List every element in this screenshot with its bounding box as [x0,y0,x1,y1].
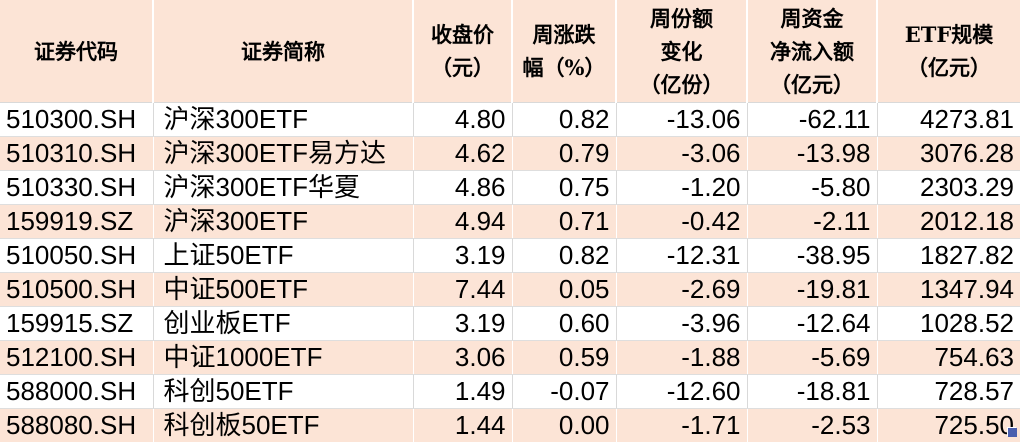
cell-share-change[interactable]: -3.96 [615,306,747,341]
cell-weekly-change[interactable]: 0.82 [511,102,616,137]
cell-name[interactable]: 中证1000ETF [152,340,413,375]
cell-share-change[interactable]: -13.06 [615,102,747,137]
cell-net-inflow[interactable]: -2.11 [746,204,877,239]
cell-name[interactable]: 创业板ETF [152,306,413,341]
cell-code[interactable]: 510330.SH [0,170,153,205]
cell-share-change[interactable]: -1.88 [615,340,747,375]
cell-close-price[interactable]: 7.44 [412,272,512,307]
cell-share-change[interactable]: -1.71 [615,408,747,442]
cell-etf-scale[interactable]: 1827.82 [876,238,1020,273]
cell-weekly-change[interactable]: 0.79 [511,136,616,171]
cell-name[interactable]: 上证50ETF [152,238,413,273]
table-header-row: 证券代码 证券简称 收盘价 （元） 周涨跌 幅（%） 周份额 变化 （亿份） 周… [0,0,1020,103]
cell-net-inflow[interactable]: -18.81 [746,374,877,409]
cell-close-price[interactable]: 4.94 [412,204,512,239]
cell-share-change[interactable]: -3.06 [615,136,747,171]
cell-name[interactable]: 沪深300ETF易方达 [152,136,413,171]
cell-weekly-change[interactable]: 0.59 [511,340,616,375]
cell-etf-scale[interactable]: 3076.28 [876,136,1020,171]
table-row: 159915.SZ 创业板ETF 3.19 0.60 -3.96 -12.64 … [0,306,1020,341]
cell-etf-scale[interactable]: 725.50 [876,408,1020,442]
cell-name[interactable]: 沪深300ETF [152,102,413,137]
cell-code[interactable]: 510300.SH [0,102,153,137]
column-header-code[interactable]: 证券代码 [0,0,153,103]
cell-name[interactable]: 科创板50ETF [152,408,413,442]
cell-weekly-change[interactable]: -0.07 [511,374,616,409]
cell-net-inflow[interactable]: -38.95 [746,238,877,273]
cell-net-inflow[interactable]: -5.80 [746,170,877,205]
selection-fill-handle-icon[interactable] [1008,428,1017,437]
cell-code[interactable]: 510500.SH [0,272,153,307]
cell-close-price[interactable]: 3.19 [412,238,512,273]
table-row: 510500.SH 中证500ETF 7.44 0.05 -2.69 -19.8… [0,272,1020,307]
cell-name[interactable]: 沪深300ETF [152,204,413,239]
cell-share-change[interactable]: -0.42 [615,204,747,239]
cell-code[interactable]: 512100.SH [0,340,153,375]
column-header-name[interactable]: 证券简称 [152,0,413,103]
table-row: 510300.SH 沪深300ETF 4.80 0.82 -13.06 -62.… [0,102,1020,137]
cell-weekly-change[interactable]: 0.60 [511,306,616,341]
table-row: 510310.SH 沪深300ETF易方达 4.62 0.79 -3.06 -1… [0,136,1020,171]
cell-close-price[interactable]: 4.86 [412,170,512,205]
cell-close-price[interactable]: 3.06 [412,340,512,375]
cell-etf-scale[interactable]: 1347.94 [876,272,1020,307]
cell-weekly-change[interactable]: 0.82 [511,238,616,273]
cell-share-change[interactable]: -1.20 [615,170,747,205]
table-row: 588080.SH 科创板50ETF 1.44 0.00 -1.71 -2.53… [0,408,1020,442]
cell-weekly-change[interactable]: 0.00 [511,408,616,442]
cell-etf-scale[interactable]: 2303.29 [876,170,1020,205]
cell-etf-scale[interactable]: 4273.81 [876,102,1020,137]
cell-etf-scale[interactable]: 1028.52 [876,306,1020,341]
column-header-net-inflow[interactable]: 周资金 净流入额 （亿元） [746,0,877,103]
column-header-share-change[interactable]: 周份额 变化 （亿份） [615,0,747,103]
cell-code[interactable]: 510310.SH [0,136,153,171]
table-row: 510050.SH 上证50ETF 3.19 0.82 -12.31 -38.9… [0,238,1020,273]
column-header-etf-scale[interactable]: ETF规模 （亿元） [876,0,1020,103]
cell-weekly-change[interactable]: 0.75 [511,170,616,205]
cell-code[interactable]: 588080.SH [0,408,153,442]
cell-etf-scale[interactable]: 754.63 [876,340,1020,375]
cell-share-change[interactable]: -12.31 [615,238,747,273]
table-row: 159919.SZ 沪深300ETF 4.94 0.71 -0.42 -2.11… [0,204,1020,239]
cell-name[interactable]: 科创50ETF [152,374,413,409]
table-row: 588000.SH 科创50ETF 1.49 -0.07 -12.60 -18.… [0,374,1020,409]
cell-code[interactable]: 588000.SH [0,374,153,409]
cell-close-price[interactable]: 1.44 [412,408,512,442]
column-header-weekly-change[interactable]: 周涨跌 幅（%） [511,0,616,103]
table-row: 512100.SH 中证1000ETF 3.06 0.59 -1.88 -5.6… [0,340,1020,375]
cell-net-inflow[interactable]: -2.53 [746,408,877,442]
cell-name[interactable]: 中证500ETF [152,272,413,307]
cell-net-inflow[interactable]: -62.11 [746,102,877,137]
cell-net-inflow[interactable]: -19.81 [746,272,877,307]
cell-share-change[interactable]: -2.69 [615,272,747,307]
cell-close-price[interactable]: 4.80 [412,102,512,137]
cell-weekly-change[interactable]: 0.05 [511,272,616,307]
column-header-close-price[interactable]: 收盘价 （元） [412,0,512,103]
cell-close-price[interactable]: 1.49 [412,374,512,409]
cell-code[interactable]: 159915.SZ [0,306,153,341]
cell-etf-scale[interactable]: 2012.18 [876,204,1020,239]
cell-share-change[interactable]: -12.60 [615,374,747,409]
cell-close-price[interactable]: 4.62 [412,136,512,171]
cell-weekly-change[interactable]: 0.71 [511,204,616,239]
cell-net-inflow[interactable]: -13.98 [746,136,877,171]
cell-net-inflow[interactable]: -5.69 [746,340,877,375]
cell-code[interactable]: 510050.SH [0,238,153,273]
cell-net-inflow[interactable]: -12.64 [746,306,877,341]
cell-close-price[interactable]: 3.19 [412,306,512,341]
cell-etf-scale[interactable]: 728.57 [876,374,1020,409]
table-row: 510330.SH 沪深300ETF华夏 4.86 0.75 -1.20 -5.… [0,170,1020,205]
cell-name[interactable]: 沪深300ETF华夏 [152,170,413,205]
cell-code[interactable]: 159919.SZ [0,204,153,239]
